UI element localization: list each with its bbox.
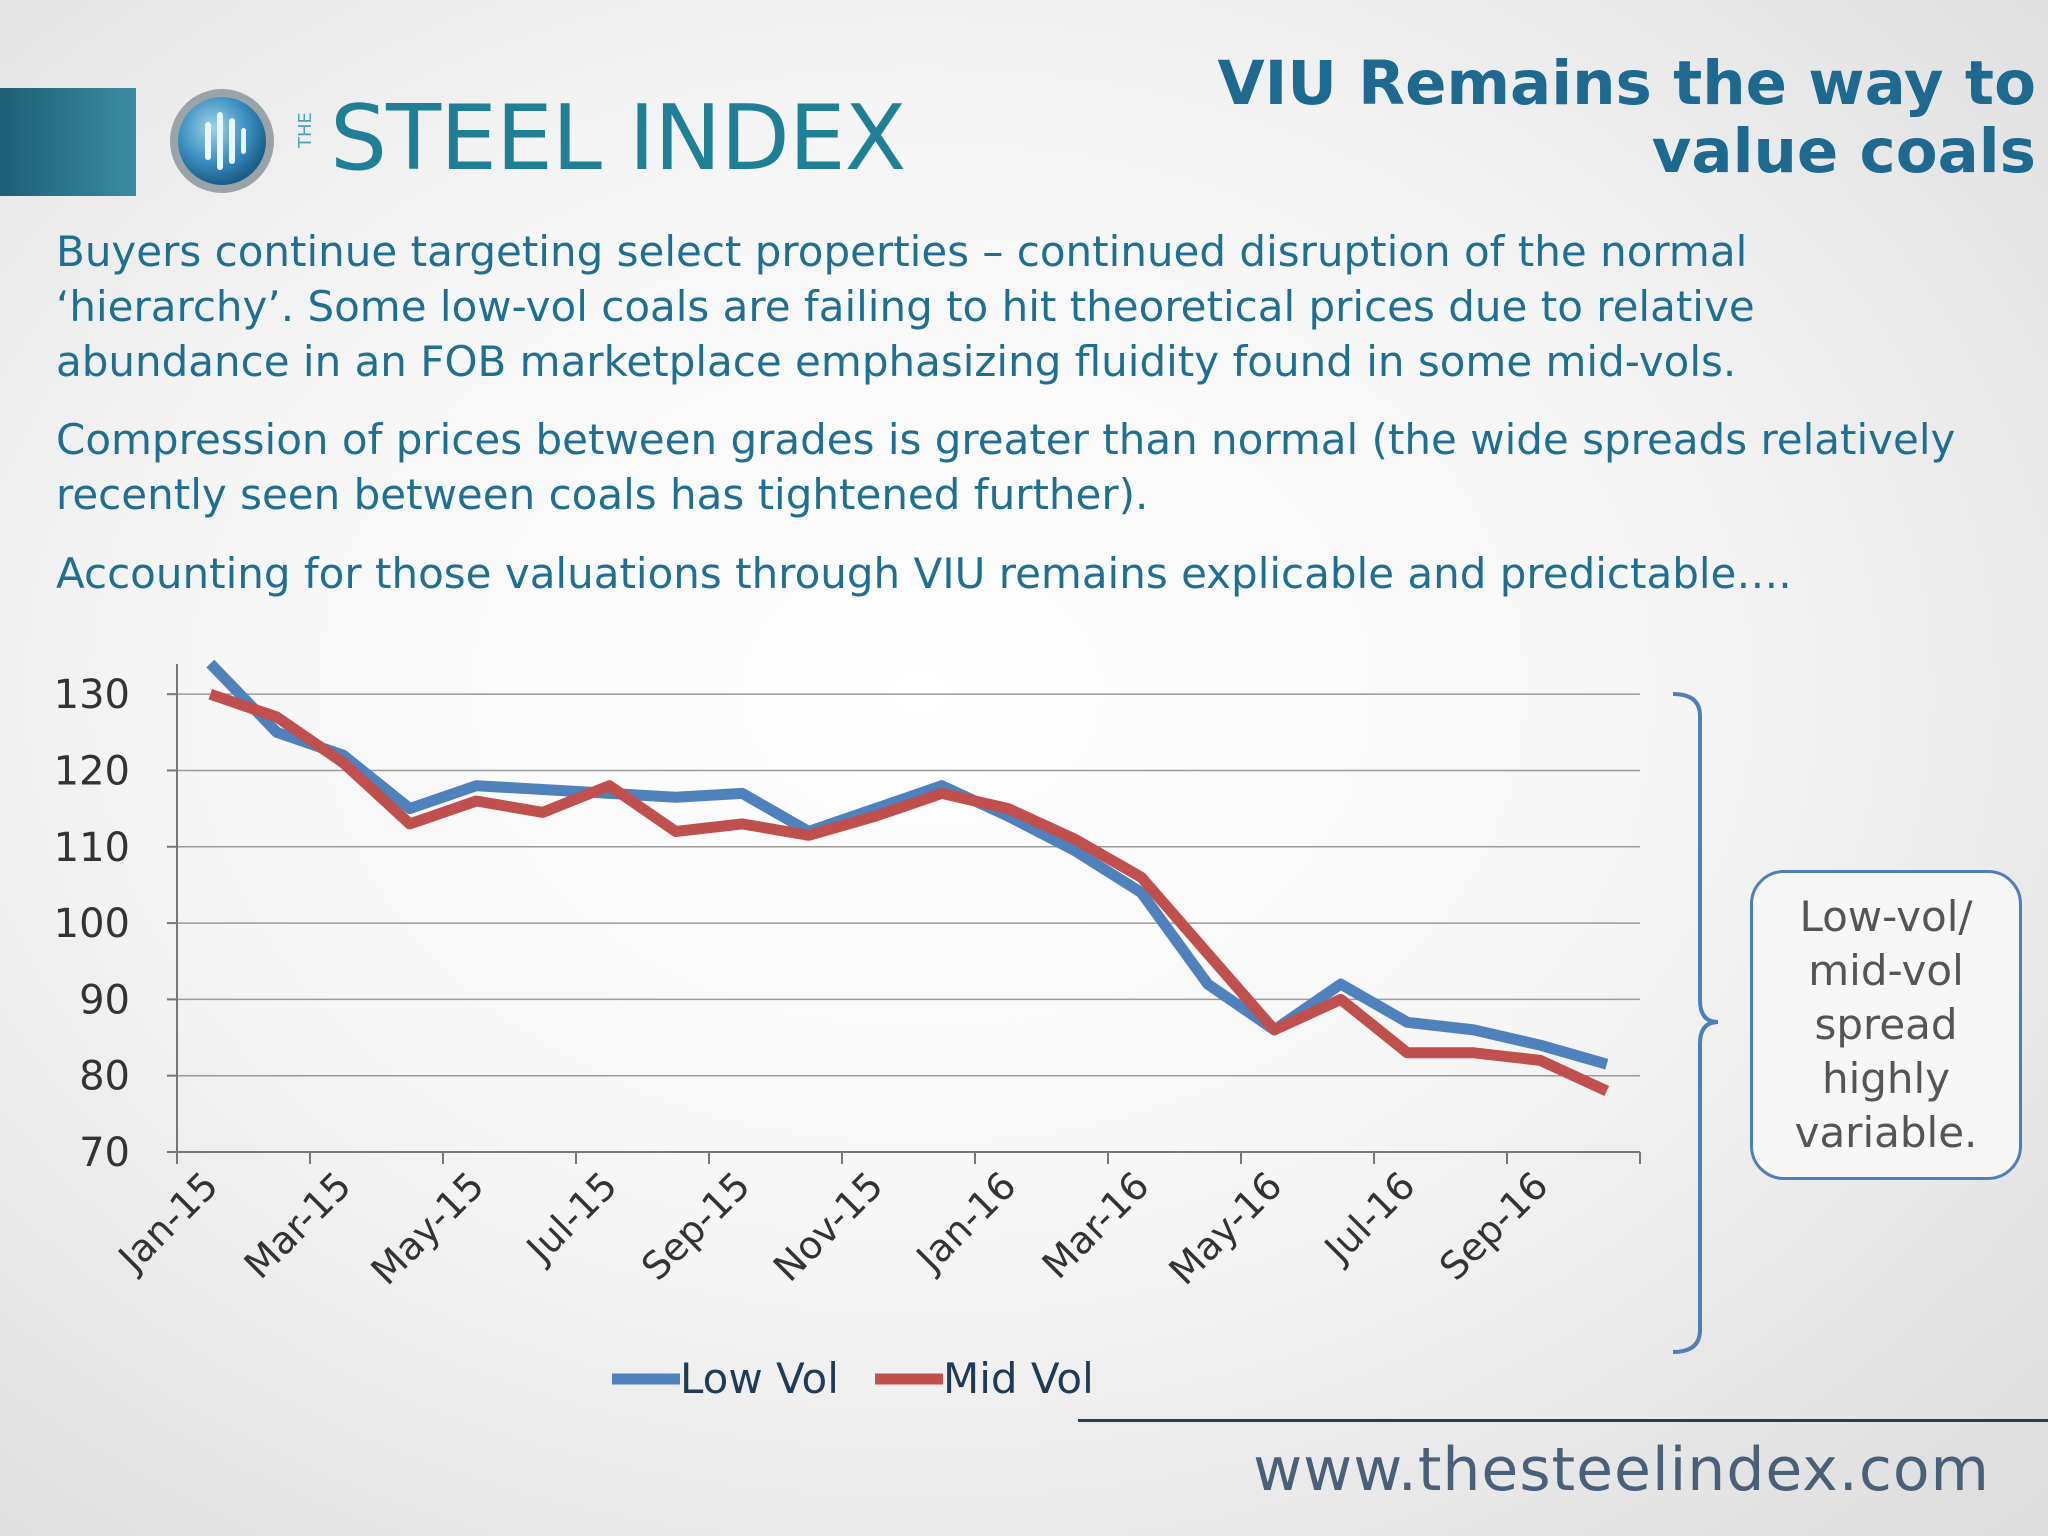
- x-tick-label: Sep-16: [1431, 1163, 1557, 1289]
- y-tick-label: 100: [54, 901, 130, 947]
- x-tick-label: May-16: [1161, 1163, 1291, 1293]
- paragraph-accounting: Accounting for those valuations through …: [56, 549, 1792, 598]
- legend-label: Mid Vol: [943, 1354, 1094, 1403]
- x-tick-label: Mar-16: [1034, 1163, 1158, 1287]
- y-tick-label: 110: [54, 825, 130, 871]
- footer-url[interactable]: www.thesteelindex.com: [1253, 1435, 1990, 1505]
- logo-name: STEEL INDEX: [330, 86, 906, 191]
- series-line-low-vol: [206, 659, 1609, 1070]
- logo: THE STEEL INDEX: [165, 86, 925, 196]
- spread-bracket: [1672, 692, 1719, 1354]
- x-tick-label: Jul-15: [517, 1163, 626, 1272]
- x-tick-label: Nov-15: [765, 1163, 892, 1290]
- x-tick-label: Jul-16: [1315, 1163, 1424, 1272]
- y-tick-label: 70: [79, 1130, 130, 1176]
- slide-title: VIU Remains the way to value coals: [1217, 48, 2036, 187]
- paragraph-buyers: Buyers continue targeting select propert…: [56, 227, 1755, 386]
- legend-label: Low Vol: [680, 1354, 839, 1403]
- x-tick-label: Jan-16: [907, 1163, 1025, 1281]
- header-accent-bar: [0, 88, 136, 196]
- y-tick-label: 90: [79, 977, 130, 1023]
- y-tick-label: 80: [79, 1054, 130, 1100]
- logo-globe-icon: [170, 89, 274, 193]
- x-tick-label: Sep-15: [633, 1163, 759, 1289]
- footer-rule: [1078, 1419, 2048, 1422]
- x-tick-label: Mar-15: [236, 1163, 360, 1287]
- spread-note-text: Low-vol/ mid-vol spread highly variable.: [1794, 892, 1978, 1157]
- x-tick-label: May-15: [363, 1163, 493, 1293]
- spread-note: Low-vol/ mid-vol spread highly variable.: [1750, 870, 2022, 1180]
- logo-prefix: THE: [295, 112, 316, 148]
- x-tick-label: Jan-15: [109, 1163, 227, 1281]
- paragraph-compression: Compression of prices between grades is …: [56, 415, 1956, 519]
- series-line-mid-vol: [208, 688, 1610, 1096]
- y-tick-label: 130: [54, 672, 130, 718]
- y-tick-label: 120: [54, 748, 130, 794]
